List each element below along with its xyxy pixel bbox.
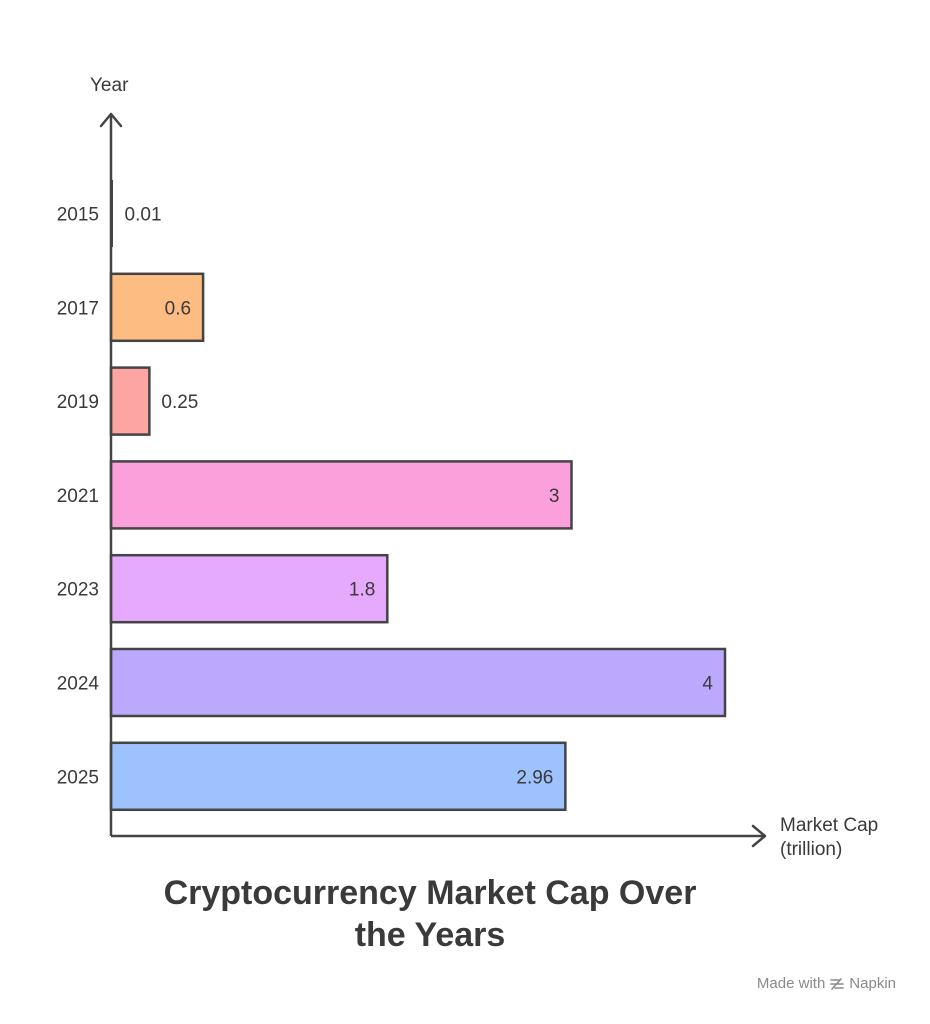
bar-2019 <box>109 366 151 436</box>
y-axis-arrow-icon <box>99 112 123 128</box>
data-label-2025: 2.96 <box>516 767 553 788</box>
y-tick-2023: 2023 <box>57 580 99 601</box>
data-label-2023: 1.8 <box>349 580 375 601</box>
napkin-logo-icon <box>830 977 845 990</box>
y-tick-2025: 2025 <box>57 767 99 788</box>
x-axis-label: Market Cap (trillion) <box>780 815 883 860</box>
data-label-2015: 0.01 <box>125 205 162 226</box>
data-label-2021: 3 <box>549 486 560 507</box>
data-label-2017: 0.6 <box>165 298 191 319</box>
y-tick-2015: 2015 <box>57 205 99 226</box>
data-label-2024: 4 <box>702 674 713 695</box>
napkin-watermark: Made with Napkin <box>757 975 896 992</box>
bars-group: 2015 0.01 2017 0.6 2019 0.25 2021 3 2023 1.8 2024 4… <box>57 180 727 812</box>
watermark-brand: Napkin <box>849 975 896 992</box>
y-axis-label: Year <box>90 75 129 96</box>
watermark-prefix: Made with <box>756 975 826 992</box>
y-tick-2017: 2017 <box>57 298 99 319</box>
bar-2024 <box>109 647 727 718</box>
bar-2025 <box>109 741 567 812</box>
axes-group: Year Market Cap (trillion) <box>90 75 883 860</box>
x-axis-label-line-1: Market Cap <box>780 815 878 836</box>
data-label-2019: 0.25 <box>161 392 198 413</box>
y-tick-2019: 2019 <box>57 392 99 413</box>
chart-title: Cryptocurrency Market Cap Over the Years <box>0 872 860 956</box>
x-axis-arrow-icon <box>751 824 767 848</box>
bar-2017 <box>109 272 205 343</box>
y-tick-2021: 2021 <box>57 486 99 507</box>
chart-title-line-1: Cryptocurrency Market Cap Over <box>163 874 697 912</box>
bar-2021 <box>109 460 573 530</box>
y-tick-2024: 2024 <box>57 674 100 695</box>
market-cap-chart: 2015 0.01 2017 0.6 2019 0.25 2021 3 2023 1.8 2024 4… <box>57 75 883 860</box>
bar-2023 <box>109 553 389 624</box>
chart-title-line-2: the Years <box>354 916 506 954</box>
x-axis-label-line-2: (trillion) <box>780 839 842 860</box>
